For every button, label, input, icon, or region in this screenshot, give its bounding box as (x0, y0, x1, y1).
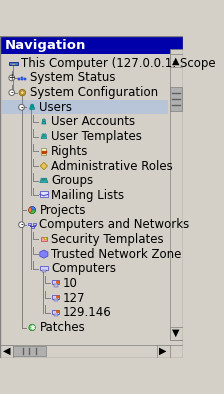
Bar (42, 269, 46, 272)
Bar (54, 284, 58, 287)
Wedge shape (29, 207, 32, 213)
Text: System Configuration: System Configuration (30, 86, 158, 99)
Bar (21, 77, 23, 80)
Bar (41, 148, 46, 155)
Text: Projects: Projects (39, 204, 86, 217)
Text: Security Templates: Security Templates (51, 233, 164, 246)
Bar (170, 87, 182, 112)
Text: Trusted Network Zone: Trusted Network Zone (51, 247, 182, 260)
Circle shape (43, 119, 45, 122)
Circle shape (44, 237, 47, 240)
Circle shape (19, 104, 24, 110)
Text: Navigation: Navigation (5, 39, 86, 52)
Bar (41, 236, 47, 242)
Text: ✱: ✱ (29, 325, 35, 331)
Text: Computers and Networks: Computers and Networks (39, 218, 190, 231)
Circle shape (44, 134, 46, 136)
Text: Users: Users (39, 101, 73, 114)
Text: Administrative Roles: Administrative Roles (51, 160, 173, 173)
Bar (157, 345, 170, 358)
Text: 10: 10 (63, 277, 78, 290)
Polygon shape (40, 180, 48, 183)
Circle shape (56, 281, 59, 284)
Bar (40, 266, 47, 269)
Bar (170, 49, 183, 340)
Text: Groups: Groups (51, 174, 93, 187)
Text: ◀: ◀ (3, 346, 10, 356)
Circle shape (41, 178, 43, 180)
Bar (18, 78, 20, 80)
Text: System Status: System Status (30, 71, 115, 84)
Bar (13, 346, 46, 356)
Bar (0, 345, 13, 358)
Bar (54, 299, 58, 301)
Text: Patches: Patches (39, 321, 85, 334)
Bar (30, 225, 34, 228)
Bar (33, 223, 36, 225)
Bar (52, 310, 59, 314)
Circle shape (29, 206, 36, 214)
Circle shape (21, 91, 24, 94)
Polygon shape (30, 107, 34, 109)
Bar (2, 100, 168, 114)
Bar (54, 314, 58, 316)
Text: +: + (9, 73, 15, 82)
Bar (52, 280, 59, 284)
Text: ▶: ▶ (159, 346, 167, 356)
Circle shape (19, 222, 24, 228)
Circle shape (31, 104, 34, 107)
Text: 129.146: 129.146 (63, 306, 112, 319)
Wedge shape (30, 210, 36, 214)
Polygon shape (42, 122, 46, 124)
Text: -: - (20, 103, 23, 112)
Text: 127: 127 (63, 292, 86, 305)
Text: ▼: ▼ (172, 328, 180, 338)
Text: Computers: Computers (51, 262, 116, 275)
Polygon shape (41, 136, 47, 139)
Wedge shape (30, 206, 36, 210)
Bar (28, 223, 31, 225)
Text: User Templates: User Templates (51, 130, 142, 143)
Text: ▲: ▲ (172, 56, 180, 66)
Text: Rights: Rights (51, 145, 89, 158)
Bar (0, 36, 183, 54)
Bar (40, 191, 48, 197)
Circle shape (19, 89, 26, 96)
Polygon shape (40, 162, 47, 170)
Circle shape (56, 296, 59, 298)
Text: Mailing Lists: Mailing Lists (51, 189, 124, 202)
Bar (9, 61, 18, 65)
Circle shape (45, 178, 47, 180)
Text: User Accounts: User Accounts (51, 115, 135, 128)
Circle shape (29, 324, 35, 331)
Bar (170, 54, 183, 67)
Polygon shape (40, 250, 48, 258)
Text: -: - (10, 88, 13, 97)
Bar (0, 345, 183, 358)
Bar (12, 64, 15, 65)
Bar (24, 78, 26, 80)
Bar (170, 327, 183, 340)
Text: This Computer (127.0.0.1: Scope: This Computer (127.0.0.1: Scope (21, 57, 215, 70)
Circle shape (43, 178, 45, 180)
Circle shape (9, 75, 15, 81)
Circle shape (9, 90, 15, 95)
Circle shape (42, 134, 44, 136)
Bar (52, 295, 59, 299)
Circle shape (56, 310, 59, 313)
Text: -: - (20, 220, 23, 229)
